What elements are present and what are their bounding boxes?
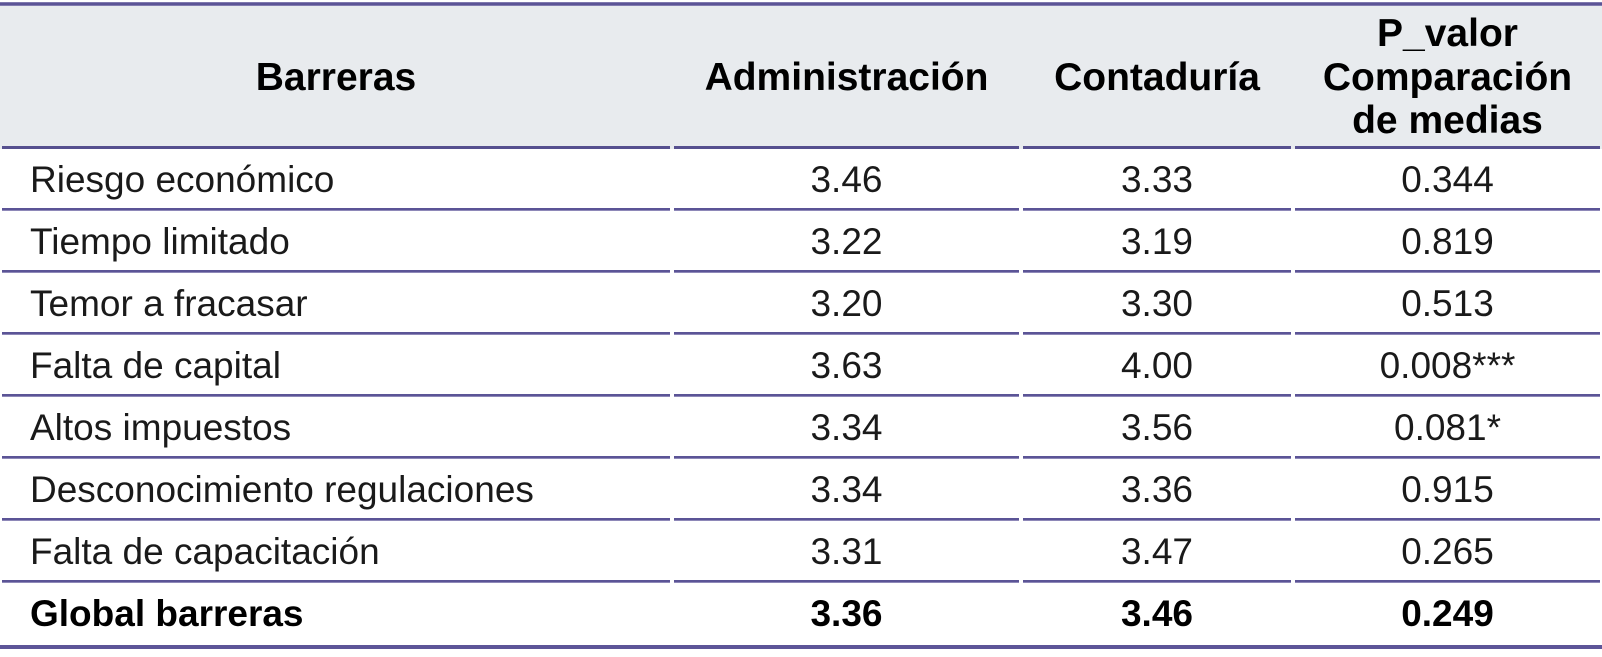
p-valor-cell: 0.265 bbox=[1293, 521, 1602, 583]
contaduria-value-cell: 3.36 bbox=[1021, 459, 1293, 521]
column-header-barreras: Barreras bbox=[0, 6, 672, 149]
table-row-global-totals: Global barreras 3.36 3.46 0.249 bbox=[0, 583, 1602, 645]
p-valor-cell: 0.915 bbox=[1293, 459, 1602, 521]
contaduria-value-cell: 3.19 bbox=[1021, 211, 1293, 273]
barrier-name-cell: Temor a fracasar bbox=[0, 273, 672, 335]
barrier-name-cell: Desconocimiento regulaciones bbox=[0, 459, 672, 521]
column-header-p-valor: P_valor Comparación de medias bbox=[1293, 6, 1602, 149]
column-header-contaduria: Contaduría bbox=[1021, 6, 1293, 149]
p-valor-cell: 0.819 bbox=[1293, 211, 1602, 273]
barrier-name-cell: Riesgo económico bbox=[0, 149, 672, 211]
administracion-value-cell: 3.46 bbox=[672, 149, 1021, 211]
column-header-label: Administración bbox=[704, 55, 989, 99]
barriers-comparison-table: Barreras Administración Contaduría P_val… bbox=[0, 6, 1602, 645]
table-row: Riesgo económico 3.46 3.33 0.344 bbox=[0, 149, 1602, 211]
contaduria-value-cell: 3.33 bbox=[1021, 149, 1293, 211]
p-valor-cell: 0.081* bbox=[1293, 397, 1602, 459]
column-header-label: P_valor Comparación de medias bbox=[1322, 11, 1573, 143]
barrier-name-cell: Altos impuestos bbox=[0, 397, 672, 459]
table-row: Desconocimiento regulaciones 3.34 3.36 0… bbox=[0, 459, 1602, 521]
table-top-rule bbox=[0, 2, 1602, 6]
administracion-value-cell: 3.63 bbox=[672, 335, 1021, 397]
barrier-name-cell: Global barreras bbox=[0, 583, 672, 645]
administracion-value-cell: 3.34 bbox=[672, 397, 1021, 459]
contaduria-value-cell: 3.30 bbox=[1021, 273, 1293, 335]
p-valor-cell: 0.008*** bbox=[1293, 335, 1602, 397]
p-valor-cell: 0.513 bbox=[1293, 273, 1602, 335]
table-bottom-rule bbox=[0, 645, 1602, 649]
administracion-value-cell: 3.34 bbox=[672, 459, 1021, 521]
p-valor-cell: 0.344 bbox=[1293, 149, 1602, 211]
administracion-value-cell: 3.22 bbox=[672, 211, 1021, 273]
administracion-value-cell: 3.20 bbox=[672, 273, 1021, 335]
contaduria-value-cell: 3.47 bbox=[1021, 521, 1293, 583]
contaduria-value-cell: 3.46 bbox=[1021, 583, 1293, 645]
barrier-name-cell: Falta de capacitación bbox=[0, 521, 672, 583]
column-header-label: Contaduría bbox=[1054, 55, 1260, 99]
administracion-value-cell: 3.36 bbox=[672, 583, 1021, 645]
contaduria-value-cell: 3.56 bbox=[1021, 397, 1293, 459]
column-header-label: Barreras bbox=[255, 55, 417, 99]
barrier-name-cell: Falta de capital bbox=[0, 335, 672, 397]
table-row: Tiempo limitado 3.22 3.19 0.819 bbox=[0, 211, 1602, 273]
table-row: Temor a fracasar 3.20 3.30 0.513 bbox=[0, 273, 1602, 335]
table-row: Falta de capital 3.63 4.00 0.008*** bbox=[0, 335, 1602, 397]
table-row: Falta de capacitación 3.31 3.47 0.265 bbox=[0, 521, 1602, 583]
table-row: Altos impuestos 3.34 3.56 0.081* bbox=[0, 397, 1602, 459]
header-row: Barreras Administración Contaduría P_val… bbox=[0, 6, 1602, 149]
administracion-value-cell: 3.31 bbox=[672, 521, 1021, 583]
barrier-name-cell: Tiempo limitado bbox=[0, 211, 672, 273]
column-header-administracion: Administración bbox=[672, 6, 1021, 149]
p-valor-cell: 0.249 bbox=[1293, 583, 1602, 645]
contaduria-value-cell: 4.00 bbox=[1021, 335, 1293, 397]
